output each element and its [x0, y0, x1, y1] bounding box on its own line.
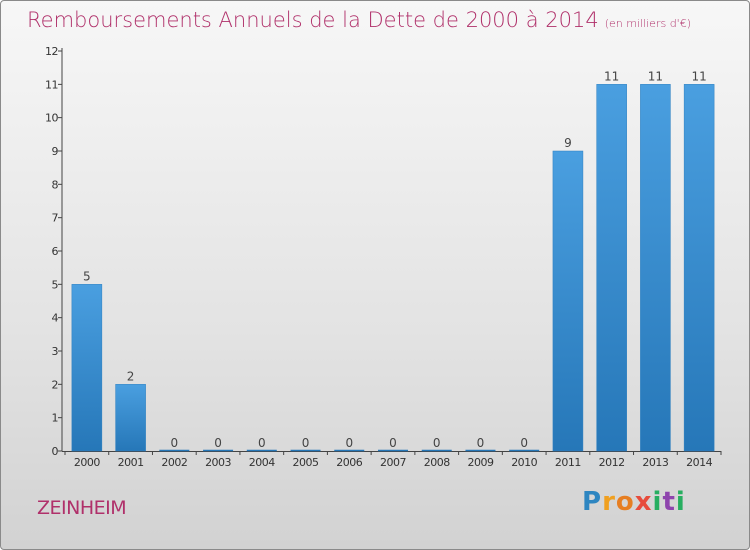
- x-tick-label: 2005: [293, 456, 319, 469]
- bar-value-label: 11: [691, 69, 706, 83]
- commune-name: ZEINHEIM: [37, 497, 127, 519]
- y-tick-label: 7: [52, 212, 59, 225]
- y-tick-label: 4: [52, 312, 59, 325]
- y-tick-label: 8: [52, 178, 59, 191]
- logo-letter: P: [582, 487, 603, 517]
- logo-letter: r: [602, 487, 616, 517]
- x-tick-label: 2006: [336, 456, 362, 469]
- proxiti-logo[interactable]: Proxiti: [582, 487, 686, 517]
- bar: [640, 84, 671, 452]
- bar-value-label: 9: [564, 136, 572, 150]
- logo-letter: x: [634, 487, 653, 517]
- bar-value-label: 0: [520, 436, 528, 450]
- bar: [71, 284, 103, 452]
- y-tick-label: 5: [52, 278, 59, 291]
- bar-value-label: 0: [345, 436, 353, 450]
- bar-value-label: 5: [83, 269, 91, 283]
- x-tick-label: 2002: [161, 456, 187, 469]
- logo-letter: o: [615, 487, 635, 517]
- y-tick-label: 10: [45, 112, 58, 125]
- logo-letter: t: [662, 487, 676, 517]
- x-tick-label: 2004: [249, 456, 275, 469]
- bar: [115, 384, 146, 452]
- y-tick-label: 12: [45, 45, 58, 58]
- bars: [71, 84, 715, 452]
- x-tick-label: 2003: [205, 456, 231, 469]
- logo-letter: i: [652, 487, 663, 517]
- x-tick-label: 2000: [74, 456, 100, 469]
- bar-value-label: 2: [127, 369, 135, 383]
- y-tick-label: 0: [52, 445, 59, 458]
- bar-value-label: 11: [648, 69, 663, 83]
- bar-value-label: 0: [214, 436, 222, 450]
- chart-title: Remboursements Annuels de la Dette de 20…: [27, 8, 691, 32]
- y-tick-label: 1: [52, 412, 59, 425]
- y-tick-label: 11: [45, 78, 58, 91]
- x-tick-label: 2008: [424, 456, 450, 469]
- y-tick-label: 6: [52, 245, 59, 258]
- bar-value-label: 11: [604, 69, 619, 83]
- x-tick-label: 2007: [380, 456, 406, 469]
- x-tick-label: 2011: [555, 456, 581, 469]
- bar-value-label: 0: [433, 436, 441, 450]
- logo-letter: i: [675, 487, 686, 517]
- bar-value-label: 0: [302, 436, 310, 450]
- bar-value-label: 0: [171, 436, 179, 450]
- y-tick-label: 2: [52, 378, 59, 391]
- y-tick-label: 3: [52, 345, 59, 358]
- chart-subtitle: (en milliers d'€): [604, 17, 691, 30]
- bar: [683, 84, 715, 452]
- chart-title-text: Remboursements Annuels de la Dette de 20…: [27, 8, 599, 32]
- bar: [596, 84, 627, 452]
- bar: [552, 150, 584, 452]
- x-tick-label: 2010: [511, 456, 537, 469]
- x-tick-label: 2013: [642, 456, 668, 469]
- bar-value-label: 0: [477, 436, 485, 450]
- x-tick-label: 2012: [599, 456, 625, 469]
- y-tick-label: 9: [52, 145, 59, 158]
- x-tick-label: 2009: [467, 456, 493, 469]
- bar-value-label: 0: [389, 436, 397, 450]
- value-labels: 5 2000 2 2001 0 2002 0 2003 0 2004 0 2005 0 2006 0 2007…: [74, 69, 713, 469]
- x-tick-label: 2001: [118, 456, 144, 469]
- bar-value-label: 0: [258, 436, 266, 450]
- x-tick-label: 2014: [686, 456, 712, 469]
